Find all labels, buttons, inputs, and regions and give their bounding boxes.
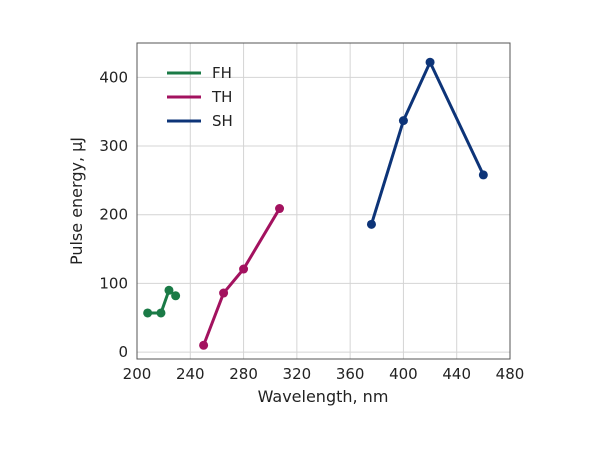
data-point-sh [398, 116, 408, 126]
grid-lines [137, 43, 510, 359]
data-point-th [199, 340, 209, 350]
series-fh [143, 285, 181, 318]
x-axis-title: Wavelength, nm [258, 387, 389, 406]
y-tick-label: 200 [99, 206, 128, 224]
data-point-th [219, 288, 229, 298]
y-tick-label: 100 [99, 274, 128, 292]
legend-label: TH [211, 88, 232, 106]
data-point-sh [366, 219, 376, 229]
x-tick-label: 200 [123, 365, 152, 383]
data-point-th [275, 204, 285, 214]
data-point-fh [143, 308, 153, 318]
x-tick-label: 320 [283, 365, 312, 383]
series-line-sh [370, 60, 485, 225]
legend-item-sh: SH [167, 112, 233, 130]
data-point-sh [425, 57, 435, 67]
y-tick-label: 300 [99, 137, 128, 155]
data-point-fh [171, 291, 181, 301]
data-point-fh [156, 308, 166, 318]
series-sh [366, 57, 488, 229]
series-layer [143, 57, 488, 350]
data-point-fh [164, 285, 174, 295]
x-tick-label: 480 [496, 365, 525, 383]
legend-item-th: TH [167, 88, 232, 106]
y-tick-label: 0 [118, 343, 128, 361]
x-tick-label: 400 [389, 365, 418, 383]
legend-label: FH [212, 64, 232, 82]
x-tick-label: 280 [229, 365, 258, 383]
y-tick-label: 400 [99, 68, 128, 86]
x-tick-label: 240 [176, 365, 205, 383]
data-point-th [239, 264, 249, 274]
series-th [199, 204, 285, 350]
data-point-sh [478, 170, 488, 180]
plot-frame [136, 42, 511, 360]
legend-label: SH [212, 112, 233, 130]
x-tick-label: 440 [442, 365, 471, 383]
y-axis-title: Pulse energy, µJ [67, 137, 86, 265]
x-tick-label: 360 [336, 365, 365, 383]
legend-item-fh: FH [167, 64, 232, 82]
series-line-th [202, 207, 281, 346]
legend: FH TH SH [167, 64, 233, 130]
tick-labels: 200 240 280 320 360 400 440 480 0 100 200 300 400 [99, 68, 524, 383]
